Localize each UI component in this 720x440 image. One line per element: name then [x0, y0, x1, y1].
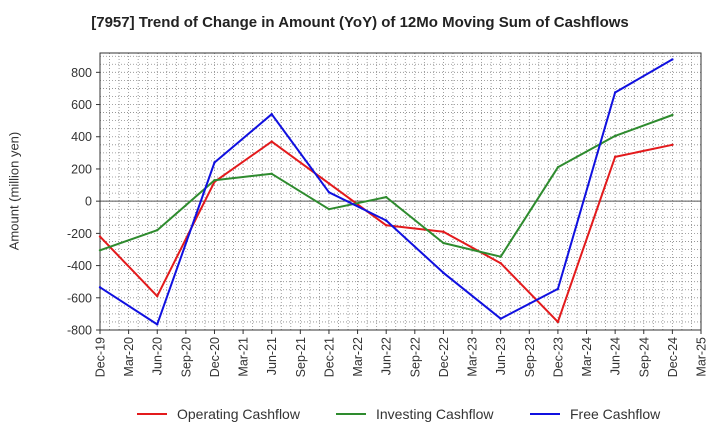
data-point-free-cashflow: [671, 58, 674, 61]
data-point-operating-cashflow: [98, 235, 102, 238]
y-tick-label: 800: [71, 66, 92, 80]
y-tick-label: -400: [67, 259, 92, 273]
y-tick-label: 400: [71, 130, 92, 144]
data-point-free-cashflow: [270, 112, 273, 116]
data-point-free-cashflow: [556, 287, 560, 291]
data-point-investing-cashflow: [98, 249, 102, 252]
data-point-operating-cashflow: [327, 182, 331, 185]
x-tick-label: Sep-21: [294, 337, 308, 377]
data-point-operating-cashflow: [556, 320, 560, 324]
x-tick-label: Dec-24: [666, 337, 680, 377]
data-point-investing-cashflow: [613, 134, 617, 138]
data-point-operating-cashflow: [613, 155, 617, 159]
y-tick-label: -600: [67, 291, 92, 305]
data-point-free-cashflow: [384, 219, 388, 222]
legend-item-operating-cashflow: Operating Cashflow: [137, 404, 300, 424]
data-point-operating-cashflow: [499, 261, 502, 265]
legend-swatch-operating-cashflow: [137, 413, 167, 415]
chart-title: [7957] Trend of Change in Amount (YoY) o…: [91, 14, 629, 31]
x-tick-label: Jun-21: [265, 337, 279, 375]
x-tick-label: Jun-22: [380, 337, 394, 375]
y-tick-label: 600: [71, 98, 92, 112]
x-tick-label: Dec-21: [322, 337, 336, 377]
data-point-free-cashflow: [442, 271, 445, 275]
x-tick-label: Sep-23: [523, 337, 537, 377]
data-point-free-cashflow: [613, 91, 617, 94]
legend-label-investing-cashflow: Investing Cashflow: [376, 406, 494, 422]
y-tick-label: -800: [67, 324, 92, 338]
legend-swatch-free-cashflow: [530, 413, 560, 415]
y-tick-label: 0: [85, 195, 92, 209]
data-point-investing-cashflow: [327, 208, 331, 211]
data-point-operating-cashflow: [384, 224, 388, 227]
x-tick-label: Sep-24: [637, 337, 651, 377]
x-tick-label: Mar-22: [351, 337, 365, 377]
data-point-investing-cashflow: [442, 241, 445, 245]
data-point-operating-cashflow: [270, 140, 273, 143]
x-tick-label: Mar-21: [237, 337, 251, 377]
plot-area: [100, 53, 701, 330]
x-tick-label: Mar-24: [580, 337, 594, 377]
data-point-investing-cashflow: [671, 113, 674, 117]
x-tick-label: Mar-20: [122, 337, 136, 377]
data-point-investing-cashflow: [270, 172, 273, 175]
x-tick-label: Dec-23: [551, 337, 565, 377]
data-point-operating-cashflow: [156, 294, 159, 298]
legend-item-free-cashflow: Free Cashflow: [530, 404, 660, 424]
data-point-investing-cashflow: [556, 166, 560, 169]
x-tick-label: Jun-24: [609, 337, 623, 375]
x-tick-label: Sep-22: [408, 337, 422, 377]
legend-swatch-investing-cashflow: [336, 413, 366, 415]
data-point-free-cashflow: [327, 191, 331, 194]
y-tick-label: 200: [71, 162, 92, 176]
data-point-free-cashflow: [499, 317, 502, 320]
x-tick-label: Mar-23: [466, 337, 480, 377]
data-point-free-cashflow: [156, 323, 159, 326]
x-tick-label: Sep-20: [179, 337, 193, 377]
data-point-investing-cashflow: [213, 179, 216, 182]
data-point-investing-cashflow: [384, 195, 388, 199]
data-point-investing-cashflow: [499, 255, 502, 258]
plot-frame: [99, 52, 702, 331]
data-point-free-cashflow: [98, 286, 102, 289]
data-point-operating-cashflow: [442, 230, 445, 233]
x-tick-label: Jun-20: [151, 337, 165, 375]
x-tick-label: Jun-23: [494, 337, 508, 375]
legend-label-operating-cashflow: Operating Cashflow: [177, 406, 300, 422]
data-point-investing-cashflow: [156, 228, 159, 232]
x-tick-label: Mar-25: [695, 337, 709, 377]
x-tick-label: Dec-22: [437, 337, 451, 377]
data-point-free-cashflow: [213, 161, 216, 164]
y-tick-label: -200: [67, 227, 92, 241]
legend-item-investing-cashflow: Investing Cashflow: [336, 404, 494, 424]
legend-label-free-cashflow: Free Cashflow: [570, 406, 661, 422]
x-tick-label: Dec-19: [94, 337, 108, 377]
data-point-operating-cashflow: [671, 143, 674, 146]
x-tick-label: Dec-20: [208, 337, 222, 377]
